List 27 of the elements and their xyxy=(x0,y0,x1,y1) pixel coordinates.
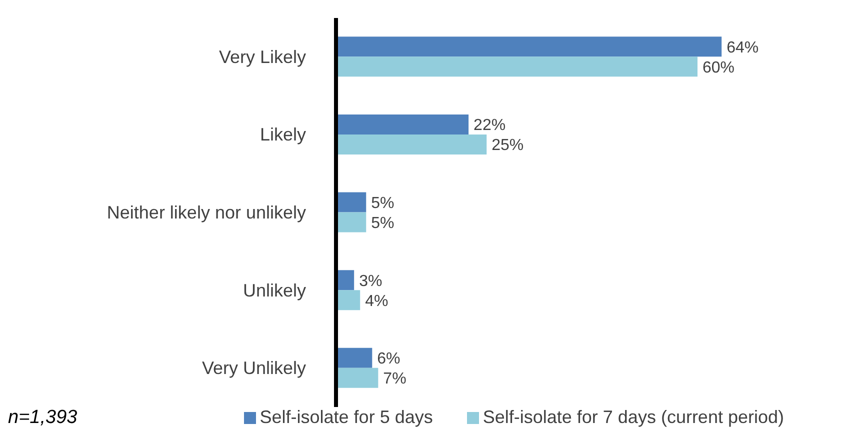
data-label: 6% xyxy=(377,350,400,368)
y-tick-label: Likely xyxy=(260,124,306,145)
bar xyxy=(336,36,722,57)
data-label: 22% xyxy=(474,117,506,134)
legend-label: Self-isolate for 7 days (current period) xyxy=(482,407,784,427)
bar xyxy=(336,192,366,212)
data-label: 5% xyxy=(371,194,394,212)
bar xyxy=(336,290,360,310)
y-tick-label: Unlikely xyxy=(242,280,306,300)
bar xyxy=(336,134,487,154)
data-label: 4% xyxy=(365,292,388,310)
data-label: 3% xyxy=(359,272,382,290)
y-tick-label: Neither likely nor unlikely xyxy=(106,202,306,222)
bar xyxy=(336,368,378,388)
data-label: 60% xyxy=(702,59,735,76)
data-label: 64% xyxy=(726,39,759,56)
text: n=1,393 xyxy=(8,407,78,429)
data-label: 25% xyxy=(492,137,524,154)
legend-label: Self-isolate for 5 days xyxy=(260,407,433,427)
bar xyxy=(336,212,366,232)
bar xyxy=(336,114,469,134)
y-tick-label: Very Unlikely xyxy=(202,358,306,378)
y-tick-label: Very Likely xyxy=(218,46,306,67)
data-label: 7% xyxy=(383,370,406,388)
bar xyxy=(336,56,698,77)
data-label: 5% xyxy=(371,214,394,232)
bar xyxy=(336,348,372,368)
